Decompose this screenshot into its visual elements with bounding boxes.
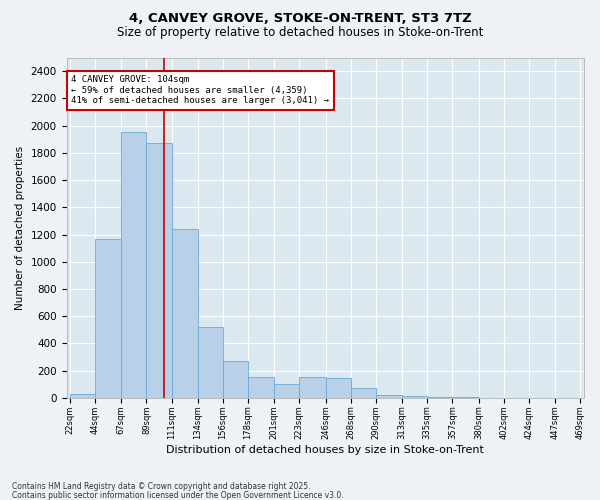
Bar	[172, 229, 198, 398]
Y-axis label: Number of detached properties: Number of detached properties	[15, 146, 25, 310]
Bar	[198, 327, 223, 398]
Bar	[223, 361, 248, 398]
Bar	[121, 132, 146, 398]
Text: Contains public sector information licensed under the Open Government Licence v3: Contains public sector information licen…	[12, 490, 344, 500]
Bar	[351, 388, 376, 398]
Bar	[299, 377, 326, 398]
Bar	[95, 238, 121, 398]
Bar	[376, 394, 402, 398]
Text: 4, CANVEY GROVE, STOKE-ON-TRENT, ST3 7TZ: 4, CANVEY GROVE, STOKE-ON-TRENT, ST3 7TZ	[128, 12, 472, 26]
Bar	[326, 378, 351, 398]
Bar	[452, 397, 479, 398]
X-axis label: Distribution of detached houses by size in Stoke-on-Trent: Distribution of detached houses by size …	[166, 445, 484, 455]
Bar	[427, 396, 452, 398]
Bar	[402, 396, 427, 398]
Bar	[146, 144, 172, 398]
Bar	[70, 394, 95, 398]
Text: Contains HM Land Registry data © Crown copyright and database right 2025.: Contains HM Land Registry data © Crown c…	[12, 482, 311, 491]
Bar	[248, 377, 274, 398]
Bar	[274, 384, 299, 398]
Text: Size of property relative to detached houses in Stoke-on-Trent: Size of property relative to detached ho…	[117, 26, 483, 39]
Text: 4 CANVEY GROVE: 104sqm
← 59% of detached houses are smaller (4,359)
41% of semi-: 4 CANVEY GROVE: 104sqm ← 59% of detached…	[71, 75, 329, 105]
